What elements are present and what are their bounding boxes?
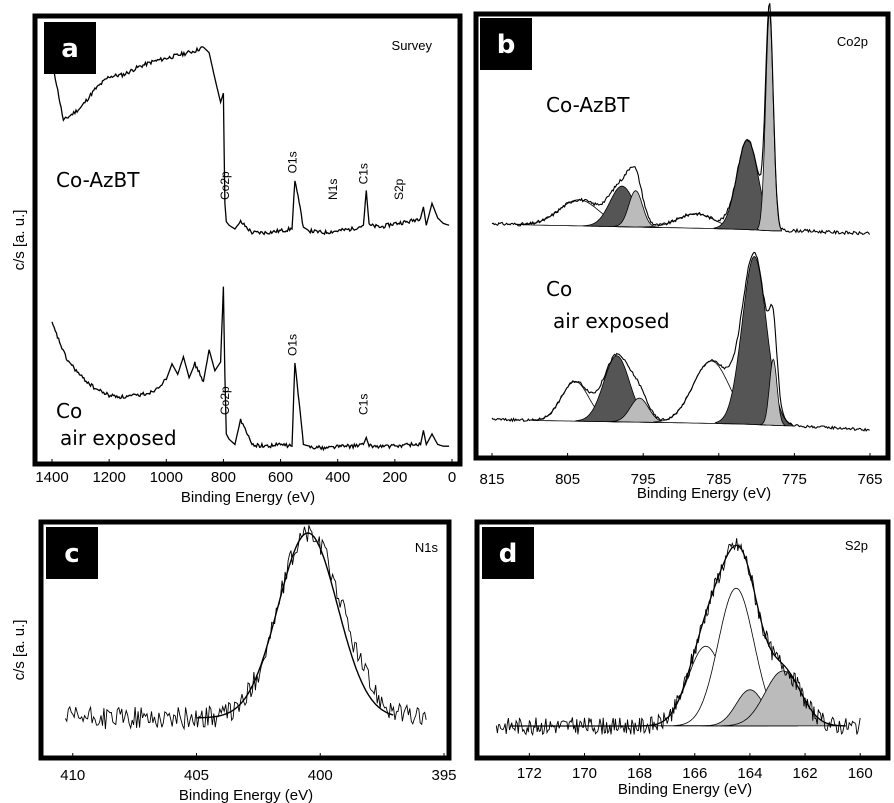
panel-b-series-1-component (759, 358, 787, 427)
panel-b-tick-label: 775 (782, 471, 807, 488)
panel-b-series-0-envelope (491, 3, 871, 236)
panel-a-title: Survey (392, 38, 433, 53)
panel-a-tick-label: 1000 (150, 469, 183, 486)
panel-d-tick-label: 166 (682, 765, 707, 782)
panel-d-tick-label: 168 (627, 765, 652, 782)
panel-b-tick-label: 765 (857, 471, 882, 488)
panel-b-sample-bot-2: air exposed (553, 309, 670, 333)
panel-b-xlabel: Binding Energy (eV) (637, 485, 771, 502)
panel-a-peak-label: Co2p (218, 386, 232, 415)
panel-c-xlabel: Binding Energy (eV) (179, 787, 313, 803)
panel-a-survey: a Survey Co-AzBT Co air exposed 1400 1200… (11, 13, 463, 506)
panel-a-series-1-line (51, 286, 450, 452)
panel-b-co2p: b Co2p Co-AzBT Co air exposed 815 805 795 7… (473, 3, 891, 502)
panel-d-frame (474, 519, 891, 761)
panel-c-fit-line (196, 532, 394, 719)
panel-c-tick-label: 400 (308, 767, 333, 784)
panel-d-badge (482, 527, 534, 579)
panel-d-tick-label: 160 (848, 765, 873, 782)
panel-b-title: Co2p (837, 34, 868, 49)
panel-d-s2p: d S2p 172 170 168 166 164 162 160 Binding Ener… (474, 519, 891, 798)
panel-b-tick-label: 795 (631, 471, 656, 488)
panel-b-sample-top: Co-AzBT (546, 93, 630, 117)
panel-d-tick-label: 170 (572, 765, 597, 782)
panel-a-tick-label: 400 (325, 469, 350, 486)
panel-d-tick-label: 162 (793, 765, 818, 782)
panel-a-frame (32, 13, 463, 467)
panel-a-peak-label: C1s (356, 394, 370, 415)
panel-c-tick-label: 410 (60, 767, 85, 784)
panel-a-peak-label: O1s (285, 151, 299, 173)
panel-a-peak-label: C1s (356, 163, 370, 184)
panel-a-tick-label: 1200 (92, 469, 125, 486)
panel-b-badge (480, 18, 532, 70)
panel-d-tick-label: 164 (737, 765, 762, 782)
panel-c-title: N1s (415, 540, 439, 555)
panel-b-tick-label: 785 (706, 471, 731, 488)
panel-b-tick-label: 805 (555, 471, 580, 488)
panel-c-tick-label: 395 (431, 767, 456, 784)
panel-b-label: b (497, 30, 516, 60)
panel-b-tick-label: 815 (479, 471, 504, 488)
panel-a-tick-label: 1400 (35, 469, 68, 486)
panel-b-sample-bot-1: Co (546, 277, 572, 301)
panel-c-ylabel: c/s [a. u.] (11, 620, 28, 681)
panel-d-label: d (499, 539, 518, 569)
panel-a-label: a (61, 34, 79, 64)
panel-d-spectrum-line (495, 538, 861, 737)
panel-a-peak-label: O1s (285, 334, 299, 356)
panel-c-n1s: c N1s 410 405 400 395 Binding Energy (eV) c… (11, 519, 457, 803)
panel-a-ylabel: c/s [a. u.] (11, 210, 28, 271)
panel-a-peak-label: S2p (392, 178, 406, 200)
panel-a-peak-label: N1s (326, 179, 340, 200)
panel-a-sample-top: Co-AzBT (56, 168, 140, 192)
panel-a-sample-bot-1: Co (56, 399, 82, 423)
panel-c-label: c (64, 539, 79, 569)
panel-c-badge (46, 527, 98, 579)
panel-d-tick-label: 172 (517, 765, 542, 782)
panel-a-tick-label: 600 (268, 469, 293, 486)
panel-d-title: S2p (845, 538, 868, 553)
panel-c-spectrum-line (64, 525, 427, 731)
panel-b-series-1-envelope (491, 251, 870, 432)
panel-a-series-0-line (51, 46, 450, 236)
panel-d-xlabel: Binding Energy (eV) (618, 781, 752, 798)
panel-c-frame (38, 519, 452, 761)
panel-a-sample-bot-2: air exposed (60, 426, 177, 450)
panel-b-frame (473, 11, 891, 461)
panel-a-xlabel: Binding Energy (eV) (181, 489, 315, 506)
panel-a-tick-label: 200 (382, 469, 407, 486)
panel-a-peak-label: Co2p (218, 171, 232, 200)
panel-a-tick-label: 800 (211, 469, 236, 486)
panel-a-tick-label: 0 (448, 469, 456, 486)
panel-c-tick-label: 405 (184, 767, 209, 784)
panel-d-fit-line (510, 544, 846, 727)
